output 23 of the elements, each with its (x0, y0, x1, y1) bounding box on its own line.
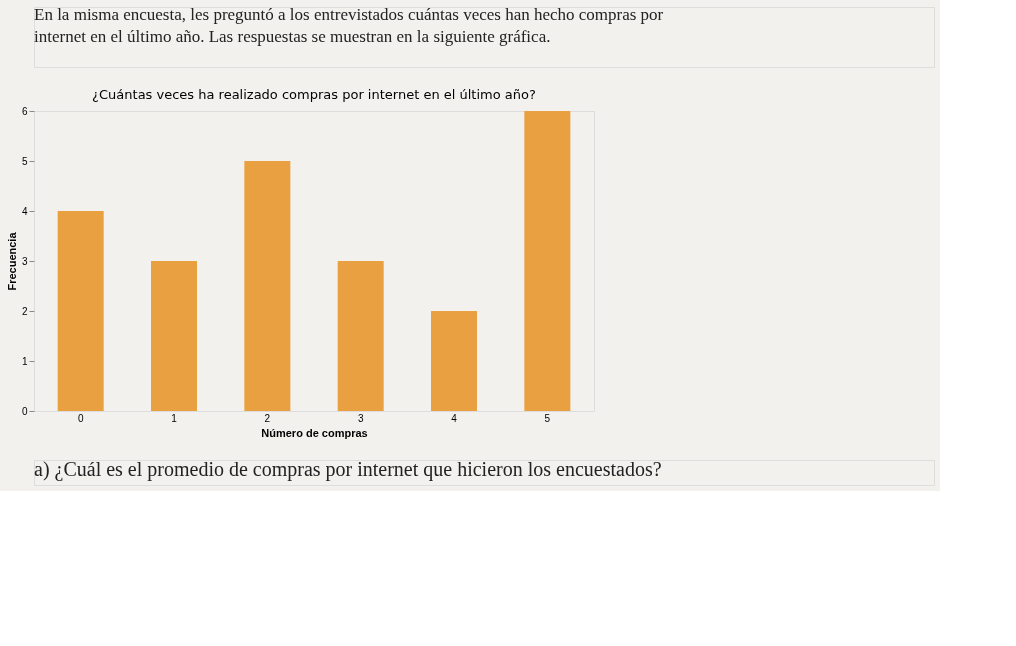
bar (57, 211, 104, 411)
y-axis-title: Frecuencia (5, 231, 18, 291)
y-tick-label: 3 (21, 255, 28, 267)
bar (337, 261, 384, 411)
x-tick-label: 1 (171, 412, 178, 424)
y-tick-label: 6 (21, 105, 28, 117)
bar (244, 161, 291, 411)
x-axis-title: Número de compras (261, 426, 368, 439)
text: a) ¿Cuál es el promedio de compras por internet que hicieron los encuestados? (34, 458, 662, 481)
x-tick-label: 0 (77, 412, 84, 424)
x-tick-label: 5 (544, 412, 551, 424)
y-tick-label: 4 (21, 205, 28, 217)
text: En la misma encuesta, les preguntó a los entrevistados cuántas veces han hecho compras por internet en el último año. Las respuestas se muestran en la siguiente gráfica. (34, 5, 664, 46)
y-tick-label: 5 (21, 155, 28, 167)
chart-title: ¿Cuántas veces ha realizado compras por internet en el último año? (92, 87, 536, 102)
bar (151, 261, 197, 411)
x-tick-label: 3 (357, 412, 364, 424)
bar (431, 311, 477, 411)
x-tick-label: 4 (451, 412, 458, 424)
y-tick-label: 2 (21, 305, 28, 317)
x-tick-label: 2 (264, 412, 271, 424)
bar (524, 111, 571, 411)
y-tick-label: 1 (21, 355, 28, 367)
